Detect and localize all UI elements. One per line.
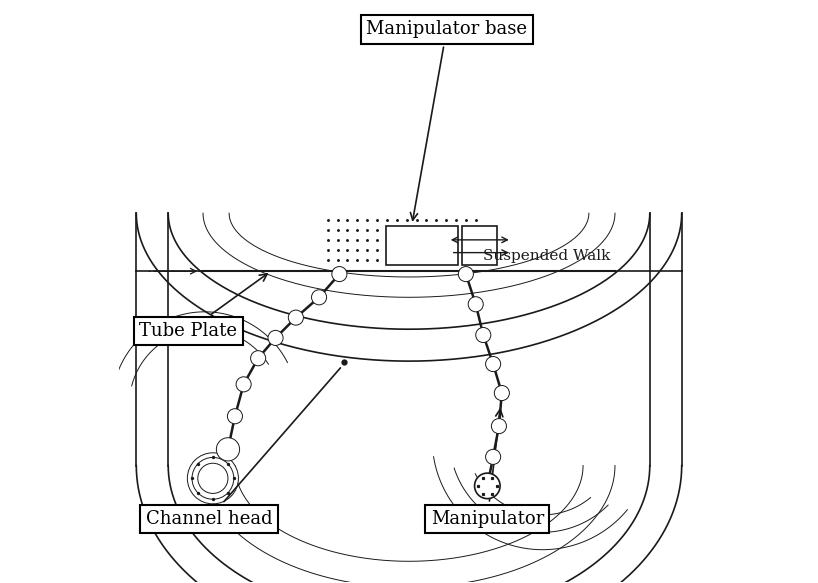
Circle shape bbox=[187, 453, 238, 504]
Text: Channel head: Channel head bbox=[146, 368, 340, 528]
Circle shape bbox=[476, 328, 491, 343]
Circle shape bbox=[250, 351, 266, 366]
Circle shape bbox=[492, 419, 506, 434]
Circle shape bbox=[332, 266, 347, 282]
Circle shape bbox=[486, 449, 501, 465]
Text: Manipulator: Manipulator bbox=[431, 409, 544, 528]
Circle shape bbox=[217, 438, 240, 461]
Circle shape bbox=[494, 385, 510, 401]
Bar bbox=[462, 226, 497, 265]
Bar bbox=[386, 226, 458, 265]
Circle shape bbox=[486, 356, 501, 371]
Text: Suspended Walk: Suspended Walk bbox=[483, 248, 611, 262]
Circle shape bbox=[227, 409, 242, 424]
Circle shape bbox=[198, 463, 228, 493]
Circle shape bbox=[288, 310, 303, 325]
Circle shape bbox=[458, 266, 474, 282]
Circle shape bbox=[468, 297, 483, 312]
Text: Manipulator base: Manipulator base bbox=[366, 20, 528, 220]
Circle shape bbox=[268, 331, 283, 346]
Circle shape bbox=[474, 473, 500, 498]
Circle shape bbox=[312, 290, 326, 305]
Circle shape bbox=[236, 377, 251, 392]
Text: Tube Plate: Tube Plate bbox=[139, 274, 267, 340]
Circle shape bbox=[192, 458, 234, 499]
